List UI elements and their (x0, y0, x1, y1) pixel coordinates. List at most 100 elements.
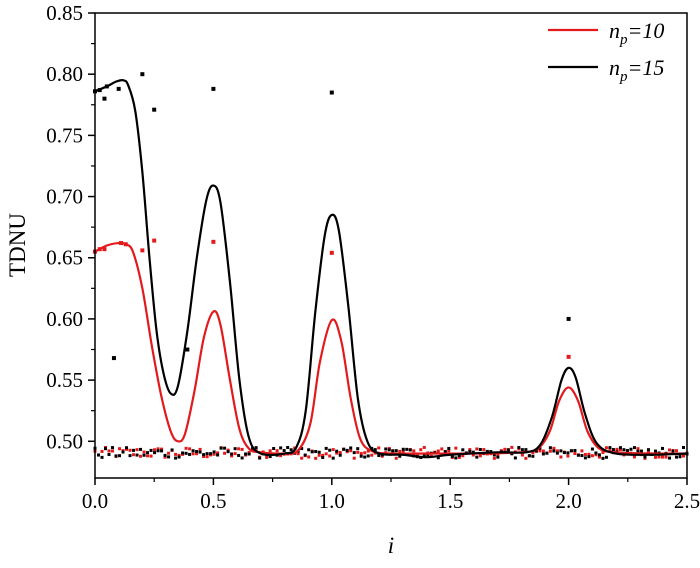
scatter-point-np10 (366, 449, 370, 453)
scatter-point-np10 (142, 450, 146, 454)
scatter-point-np15 (104, 447, 108, 451)
scatter-point-np15 (328, 448, 332, 452)
legend: np=10 np=15 (548, 18, 664, 85)
scatter-point-np10 (538, 449, 542, 453)
scatter-point-np15 (618, 446, 622, 450)
scatter-point-np15 (485, 449, 489, 453)
scatter-point-np15 (128, 454, 132, 458)
scatter-point-np10 (359, 451, 363, 455)
scatter-point-np15 (268, 455, 272, 459)
scatter-point-np15 (531, 454, 535, 458)
scatter-point-np15 (443, 450, 447, 454)
scatter-point-np10 (510, 445, 514, 449)
scatter-point-np10 (660, 455, 664, 459)
scatter-point-np10 (646, 450, 650, 454)
outlier-point-np10 (152, 238, 157, 243)
scatter-point-np10 (363, 451, 367, 455)
scatter-point-np10 (573, 452, 577, 456)
x-tick-label: 2.5 (674, 489, 700, 513)
scatter-point-np10 (128, 448, 132, 452)
scatter-point-np15 (181, 451, 185, 455)
scatter-point-np15 (170, 448, 174, 452)
scatter-point-np15 (555, 451, 559, 455)
scatter-point-np10 (653, 455, 657, 459)
scatter-point-np15 (573, 449, 577, 453)
scatter-point-np15 (307, 448, 311, 452)
scatter-point-np15 (545, 451, 549, 455)
scatter-point-np15 (223, 446, 227, 450)
scatter-point-np10 (664, 455, 668, 459)
scatter-point-np10 (223, 451, 227, 455)
outlier-point-np15 (102, 96, 107, 101)
scatter-point-np15 (132, 448, 136, 452)
scatter-point-np15 (356, 447, 360, 451)
scatter-point-np10 (139, 454, 143, 458)
scatter-point-np10 (205, 455, 209, 459)
scatter-point-np10 (590, 454, 594, 458)
y-axis-ticks: 0.50 0.55 0.60 0.65 0.70 0.75 0.80 0.85 (46, 1, 95, 453)
scatter-point-np10 (503, 447, 507, 451)
y-tick-label: 0.70 (46, 185, 83, 209)
scatter-point-np10 (156, 447, 160, 451)
x-tick-label: 1.5 (437, 489, 463, 513)
scatter-point-np10 (167, 451, 171, 455)
scatter-point-np15 (394, 449, 398, 453)
scatter-point-np15 (286, 446, 290, 450)
scatter-point-np10 (356, 450, 360, 454)
scatter-point-np15 (324, 446, 328, 450)
scatter-point-np15 (513, 456, 517, 460)
outlier-point-np10 (140, 248, 145, 253)
scatter-point-np10 (370, 453, 374, 457)
scatter-point-np15 (135, 453, 139, 457)
x-axis-ticks: 0.0 0.5 1.0 1.5 2.0 2.5 (82, 478, 700, 513)
scatter-point-np10 (265, 455, 269, 459)
scatter-point-np15 (195, 450, 199, 454)
scatter-point-np10 (349, 449, 353, 453)
scatter-point-np10 (212, 452, 216, 456)
scatter-point-np15 (422, 454, 426, 458)
scatter-point-np10 (496, 453, 500, 457)
scatter-point-np15 (562, 451, 566, 455)
scatter-point-np15 (559, 449, 563, 453)
scatter-point-np10 (177, 453, 181, 457)
scatter-point-np10 (492, 456, 496, 460)
x-axis-title: i (388, 533, 394, 558)
scatter-point-np15 (597, 453, 601, 457)
outlier-point-np10 (211, 239, 216, 244)
scatter-point-np15 (468, 449, 472, 453)
scatter-point-np10 (247, 451, 251, 455)
scatter-point-np15 (247, 452, 251, 456)
scatter-point-np15 (387, 448, 391, 452)
scatter-point-np15 (363, 455, 367, 459)
scatter-point-np15 (576, 453, 580, 457)
scatter-point-np10 (440, 447, 444, 451)
scatter-point-np10 (216, 451, 220, 455)
scatter-point-np15 (167, 455, 171, 459)
scatter-point-np10 (107, 449, 111, 453)
scatter-point-np15 (629, 447, 633, 451)
scatter-point-np15 (646, 448, 650, 452)
scatter-point-np15 (611, 448, 615, 452)
scatter-point-np10 (188, 447, 192, 451)
scatter-point-np10 (149, 454, 153, 458)
scatter-point-np15 (391, 449, 395, 453)
scatter-point-np15 (244, 452, 248, 456)
scatter-point-np15 (121, 450, 125, 454)
scatter-point-np10 (632, 455, 636, 459)
scatter-point-np15 (114, 454, 118, 458)
scatter-point-np10 (300, 456, 304, 460)
scatter-point-np10 (618, 448, 622, 452)
series-line-np15 (94, 78, 688, 459)
scatter-point-np15 (125, 446, 129, 450)
scatter-point-np10 (314, 456, 318, 460)
scatter-point-np15 (163, 453, 167, 457)
scatter-point-np10 (636, 447, 640, 451)
outlier-point-np15 (140, 72, 145, 77)
scatter-point-np10 (118, 447, 122, 451)
curve-layer (94, 78, 688, 459)
scatter-point-np15 (681, 445, 685, 449)
outlier-point-np15 (111, 356, 116, 361)
scatter-point-np15 (202, 453, 206, 457)
scatter-point-np15 (524, 448, 528, 452)
